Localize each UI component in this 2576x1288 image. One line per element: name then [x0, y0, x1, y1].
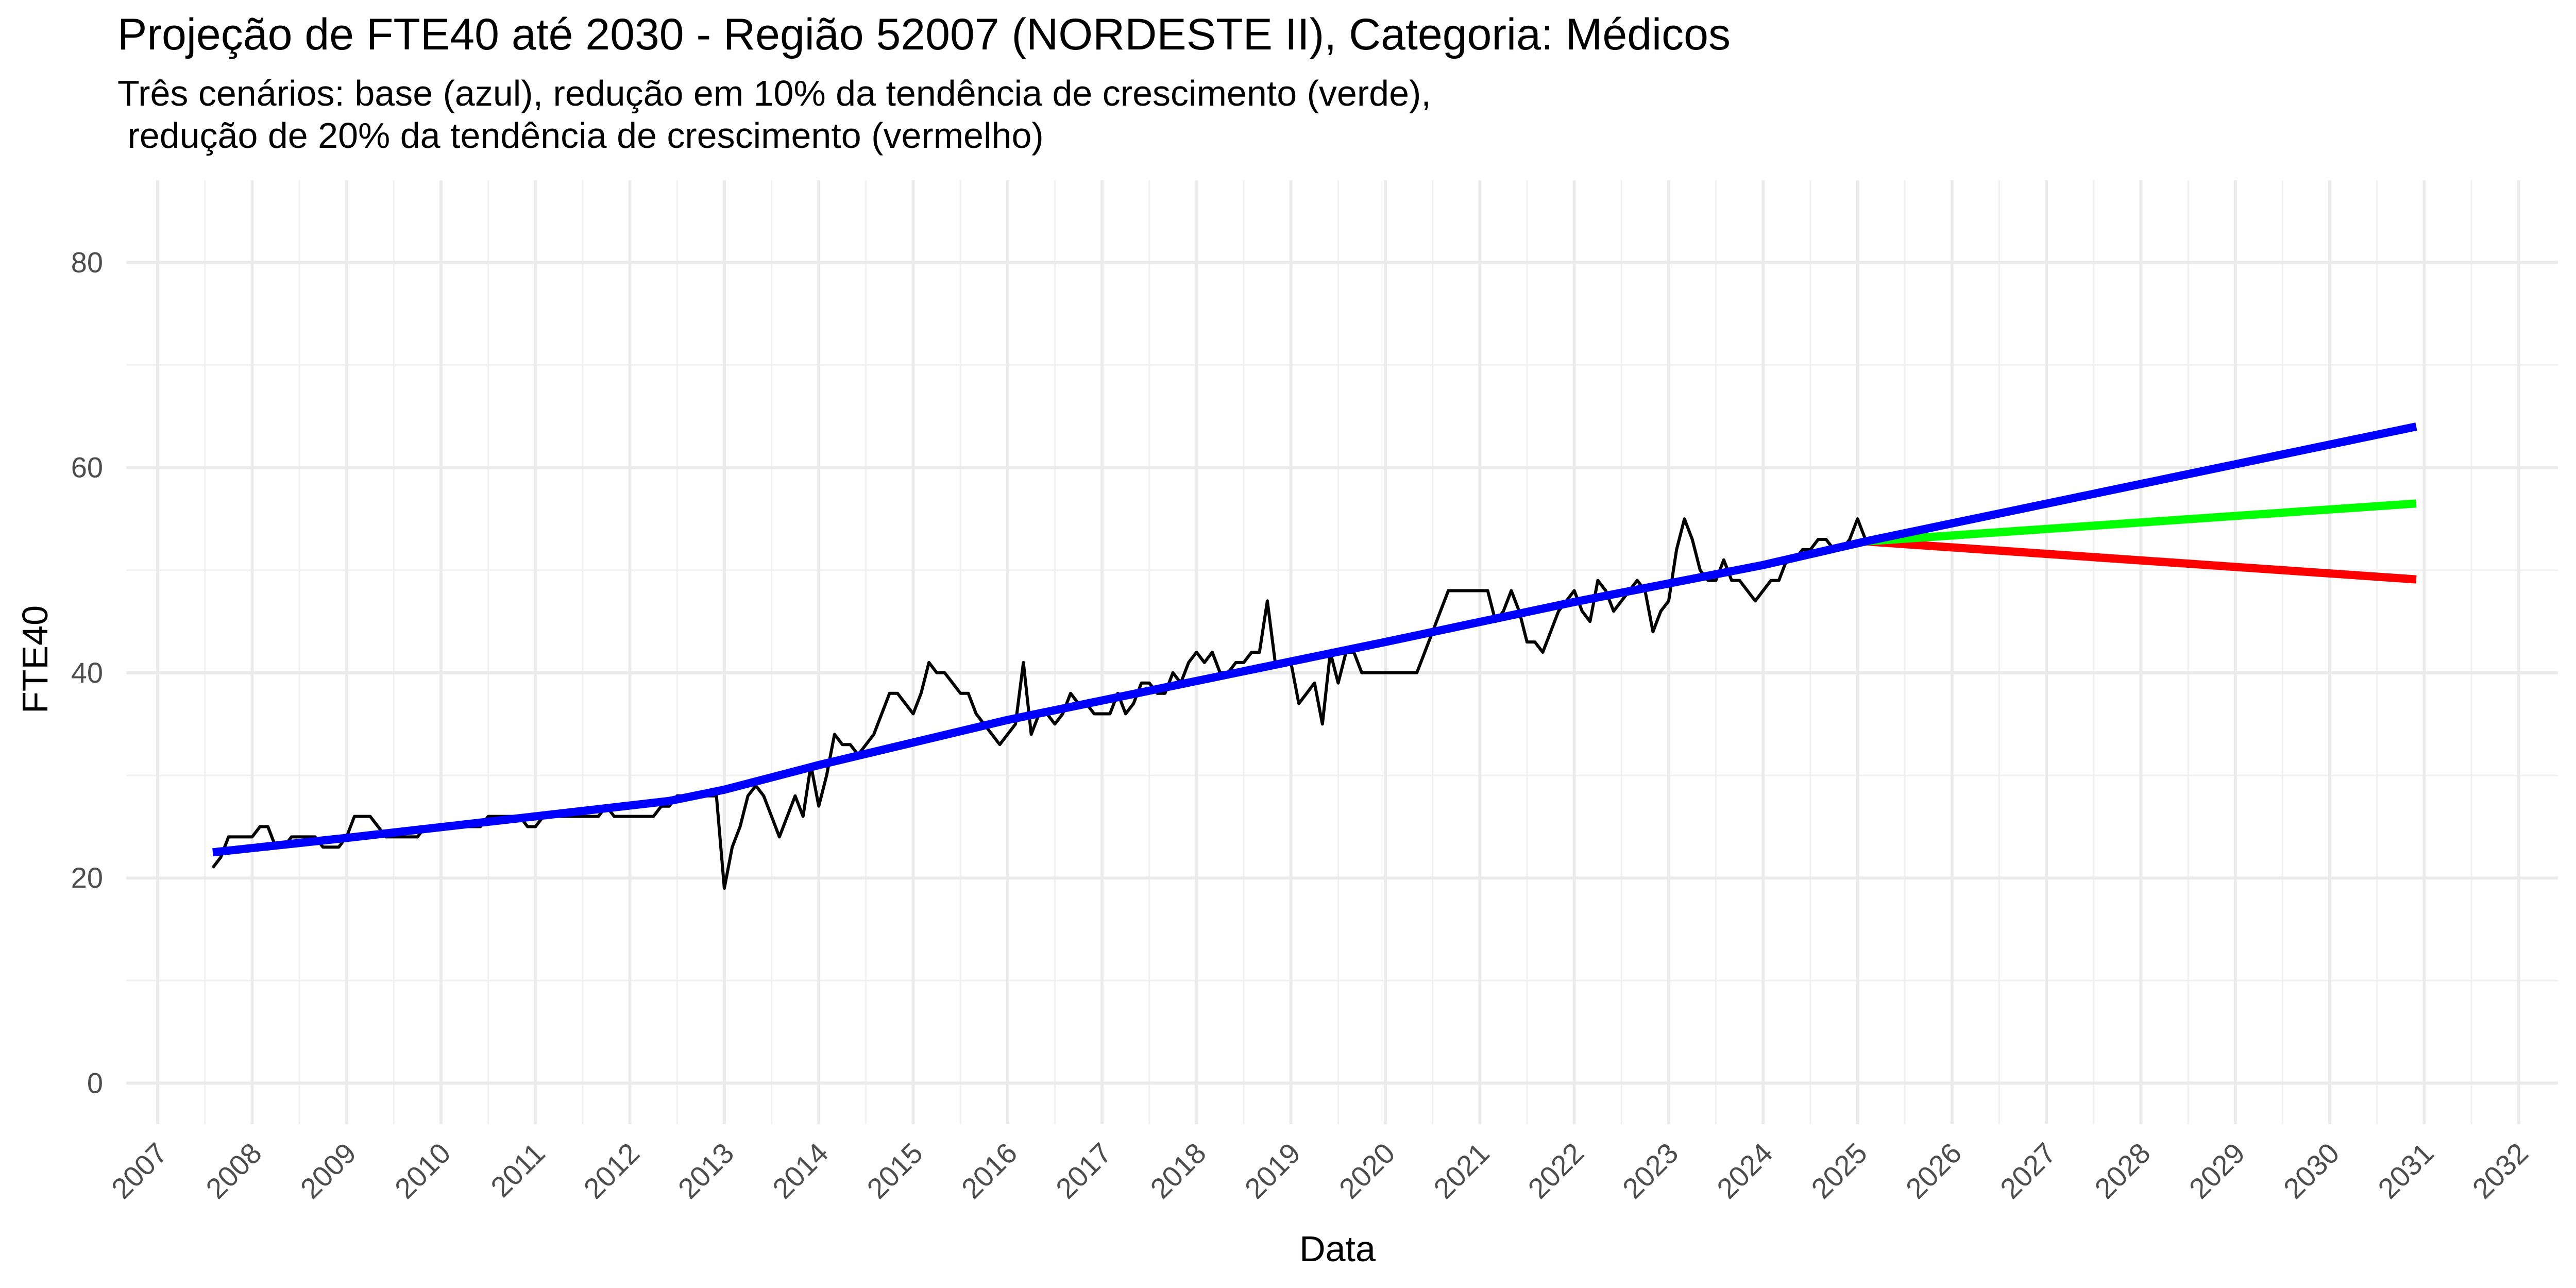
x-tick-label: 2027 — [1994, 1137, 2062, 1205]
x-tick-label: 2031 — [2371, 1137, 2440, 1205]
x-tick-label: 2007 — [105, 1137, 174, 1205]
series-layer — [211, 422, 2417, 890]
x-tick-label: 2019 — [1239, 1137, 1307, 1205]
x-tick-label: 2016 — [955, 1137, 1024, 1205]
y-tick-label: 80 — [71, 246, 103, 278]
y-axis-title: FTE40 — [15, 605, 55, 714]
x-tick-label: 2018 — [1144, 1137, 1212, 1205]
chart-subtitle: Três cenários: base (azul), redução em 1… — [117, 73, 1431, 156]
x-tick-label: 2022 — [1521, 1137, 1590, 1205]
x-tick-label: 2021 — [1427, 1137, 1496, 1205]
x-tick-label: 2017 — [1049, 1137, 1118, 1205]
chart-title: Projeção de FTE40 até 2030 - Região 5200… — [117, 10, 1731, 59]
series-line-observed — [211, 517, 1867, 890]
y-tick-label: 60 — [71, 451, 103, 484]
x-tick-label: 2015 — [860, 1137, 929, 1205]
grid-layer — [126, 180, 2558, 1124]
x-tick-label: 2029 — [2183, 1137, 2251, 1205]
x-axis-title: Data — [1299, 1229, 1376, 1269]
x-axis-ticks: 2007 2008 2009 2010 2011 2012 2013 2014 2015 2016… — [105, 1137, 2534, 1205]
x-tick-label: 2008 — [199, 1137, 268, 1205]
series-line-reduction_20 — [1865, 537, 2417, 584]
x-tick-label: 2030 — [2277, 1137, 2346, 1205]
series-line-base — [212, 422, 2417, 857]
x-tick-label: 2032 — [2466, 1137, 2534, 1205]
x-tick-label: 2026 — [1900, 1137, 1968, 1205]
x-tick-label: 2028 — [2088, 1137, 2157, 1205]
x-tick-label: 2011 — [484, 1137, 551, 1204]
x-tick-label: 2025 — [1805, 1137, 1873, 1205]
y-tick-label: 20 — [71, 861, 103, 894]
x-tick-label: 2023 — [1616, 1137, 1685, 1205]
x-tick-label: 2024 — [1710, 1137, 1779, 1205]
x-tick-label: 2013 — [672, 1137, 740, 1205]
x-tick-label: 2009 — [294, 1137, 363, 1205]
y-tick-label: 40 — [71, 656, 103, 689]
x-tick-label: 2020 — [1333, 1137, 1401, 1205]
y-tick-label: 0 — [87, 1066, 103, 1099]
x-tick-label: 2010 — [388, 1137, 457, 1205]
series-line-reduction_10 — [1865, 499, 2417, 546]
x-tick-label: 2014 — [766, 1137, 835, 1205]
y-axis-ticks: 0 20 40 60 80 — [71, 246, 103, 1099]
x-tick-label: 2012 — [577, 1137, 646, 1205]
